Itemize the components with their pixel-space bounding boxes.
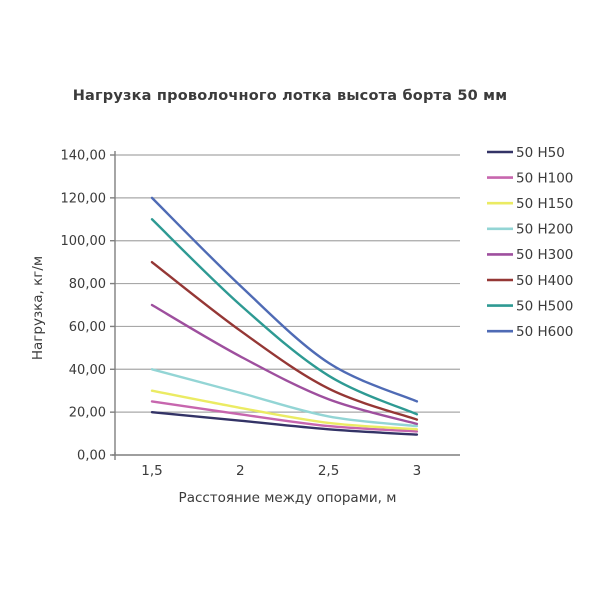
series-line-50-H400 — [150, 260, 419, 421]
x-tick-label: 1,5 — [141, 463, 162, 479]
series-line-50-H300 — [150, 303, 419, 426]
series-line-50-H50 — [150, 410, 419, 436]
series-line-50-H150 — [150, 389, 419, 431]
legend-label-50-H300: 50 H300 — [516, 247, 573, 263]
y-tick-label: 100,00 — [61, 234, 107, 249]
y-tick-label: 40,00 — [69, 363, 106, 378]
series-line-50-H500 — [150, 218, 419, 416]
legend-label-50-H500: 50 H500 — [516, 298, 573, 314]
x-tick-label: 3 — [413, 463, 422, 479]
y-tick-label: 120,00 — [61, 191, 107, 206]
y-tick-label: 0,00 — [77, 449, 106, 464]
y-tick-label: 20,00 — [69, 406, 106, 421]
y-tick-label: 80,00 — [69, 277, 106, 292]
legend-label-50-H400: 50 H400 — [516, 273, 573, 289]
legend-label-50-H150: 50 H150 — [516, 196, 573, 212]
y-tick-label: 140,00 — [61, 149, 107, 164]
legend-label-50-H50: 50 H50 — [516, 145, 565, 161]
series-line-50-H100 — [150, 400, 419, 433]
y-tick-label: 60,00 — [69, 320, 106, 335]
x-tick-label: 2 — [236, 463, 245, 479]
chart-title: Нагрузка проволочного лотка высота борта… — [72, 88, 508, 104]
legend-label-50-H200: 50 H200 — [516, 222, 573, 238]
legend-label-50-H600: 50 H600 — [516, 324, 573, 340]
series-line-50-H600 — [150, 196, 419, 403]
series-line-50-H200 — [150, 368, 419, 428]
legend-label-50-H100: 50 H100 — [516, 170, 573, 186]
x-tick-label: 2,5 — [318, 463, 339, 479]
x-axis-title: Расстояние между опорами, м — [178, 490, 397, 506]
